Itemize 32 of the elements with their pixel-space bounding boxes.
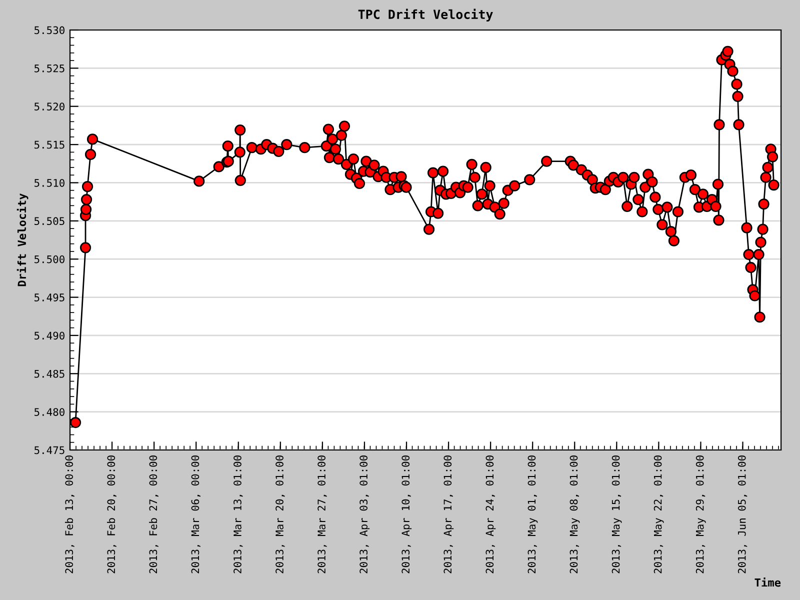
x-tick-label: 2013, May 01, 01:00 bbox=[528, 456, 538, 574]
y-tick-label: 5.520 bbox=[34, 102, 64, 110]
x-tick-label: 2013, Mar 20, 01:00 bbox=[276, 456, 285, 574]
y-tick-label: 5.525 bbox=[34, 64, 64, 72]
y-tick-label: 5.505 bbox=[34, 217, 64, 226]
y-tick-label: 5.530 bbox=[34, 26, 64, 34]
x-tick-label: 2013, Apr 10, 01:00 bbox=[402, 456, 412, 574]
x-tick-label: 2013, Jun 05, 01:00 bbox=[738, 456, 748, 574]
y-tick-label: 5.500 bbox=[34, 255, 64, 264]
x-tick-label: 2013, Feb 13, 00:00 bbox=[64, 456, 74, 574]
x-tick-label: 2013, May 29, 01:00 bbox=[696, 456, 706, 574]
y-tick-label: 5.480 bbox=[34, 408, 64, 416]
y-tick-label: 5.515 bbox=[34, 140, 64, 149]
x-tick-label: 2013, Apr 24, 01:00 bbox=[486, 456, 496, 574]
x-tick-label: 2013, Mar 06, 00:00 bbox=[191, 456, 200, 574]
x-tick-label: 2013, May 22, 01:00 bbox=[654, 456, 664, 574]
x-tick-label: 2013, Feb 27, 00:00 bbox=[149, 456, 158, 574]
y-tick-label: 5.490 bbox=[34, 332, 64, 340]
x-tick-label: 2013, Apr 17, 01:00 bbox=[444, 456, 454, 574]
x-tick-label: 2013, May 08, 01:00 bbox=[570, 456, 580, 574]
x-tick-label: 2013, Feb 20, 00:00 bbox=[107, 456, 116, 574]
x-tick-label: 2013, May 15, 01:00 bbox=[612, 456, 622, 574]
y-tick-label: 5.510 bbox=[34, 178, 64, 187]
x-tick-label: 2013, Apr 03, 01:00 bbox=[360, 456, 370, 574]
chart-title: TPC Drift Velocity bbox=[358, 8, 493, 22]
y-axis-title: Drift Velocity bbox=[16, 193, 28, 286]
y-tick-label: 5.475 bbox=[34, 446, 64, 454]
y-tick-label: 5.485 bbox=[34, 370, 64, 378]
y-tick-label: 5.495 bbox=[34, 294, 64, 302]
x-tick-label: 2013, Mar 13, 01:00 bbox=[234, 456, 243, 574]
x-axis-title: Time bbox=[754, 578, 781, 587]
x-tick-label: 2013, Mar 27, 01:00 bbox=[318, 456, 327, 574]
